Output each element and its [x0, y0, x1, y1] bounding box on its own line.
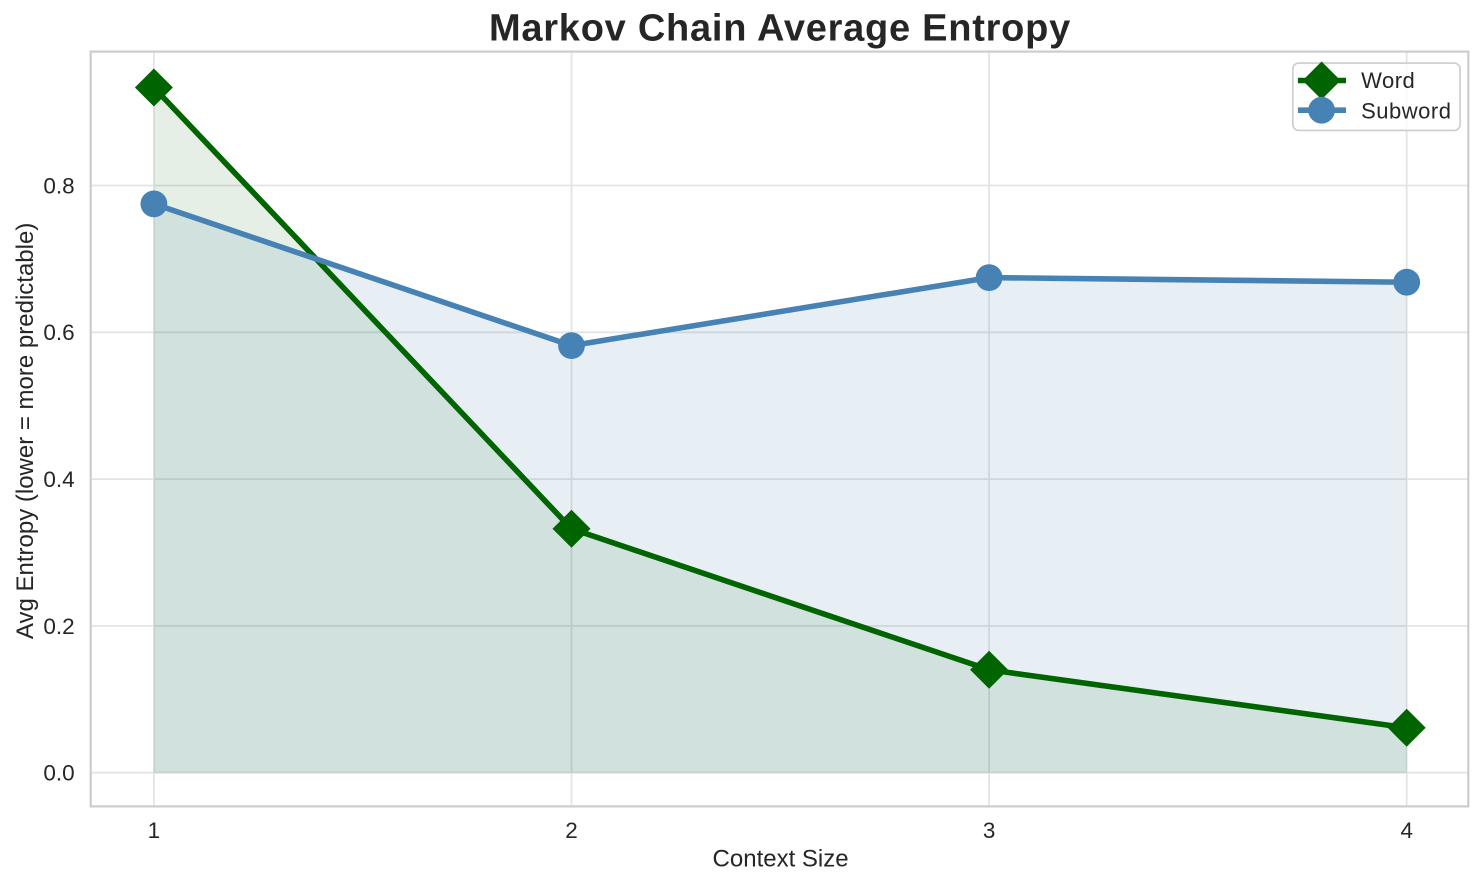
svg-text:Subword: Subword [1361, 99, 1451, 124]
svg-text:0.8: 0.8 [43, 173, 74, 198]
svg-text:Avg Entropy (lower = more pred: Avg Entropy (lower = more predictable) [12, 223, 39, 639]
svg-text:0.4: 0.4 [43, 467, 74, 492]
svg-text:0.6: 0.6 [43, 320, 74, 345]
svg-text:3: 3 [983, 818, 996, 843]
svg-text:Markov Chain Average Entropy: Markov Chain Average Entropy [489, 7, 1071, 49]
svg-text:1: 1 [148, 818, 161, 843]
svg-text:4: 4 [1400, 818, 1413, 843]
svg-text:0.2: 0.2 [43, 614, 74, 639]
svg-text:Context Size: Context Size [713, 846, 849, 873]
svg-text:0.0: 0.0 [43, 761, 74, 786]
svg-text:Word: Word [1361, 68, 1415, 93]
svg-text:2: 2 [565, 818, 578, 843]
